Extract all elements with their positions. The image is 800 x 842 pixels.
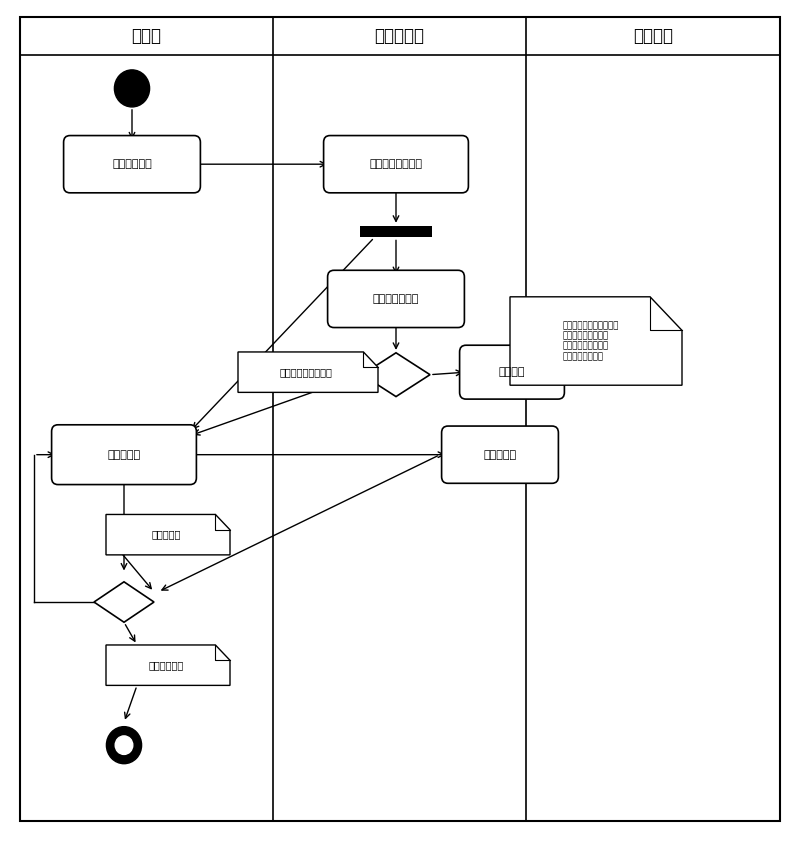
Polygon shape — [94, 582, 154, 622]
Text: 发送读取请求: 发送读取请求 — [112, 159, 152, 169]
Text: 数据移动: 数据移动 — [498, 367, 526, 377]
Circle shape — [115, 736, 133, 754]
Bar — [360, 226, 432, 237]
Text: 请求数据块: 请求数据块 — [107, 450, 141, 460]
Polygon shape — [362, 353, 430, 397]
Polygon shape — [106, 514, 230, 555]
Circle shape — [114, 70, 150, 107]
FancyBboxPatch shape — [64, 136, 200, 193]
FancyBboxPatch shape — [323, 136, 468, 193]
Text: 增加资源计数器: 增加资源计数器 — [373, 294, 419, 304]
Text: 说明此数据为热门数据，
需要移动到距应用者
最接近的存储节点，
以便下次快速读取: 说明此数据为热门数据， 需要移动到距应用者 最接近的存储节点， 以便下次快速读取 — [563, 321, 619, 361]
Text: 如果计数器达到阈値: 如果计数器达到阈値 — [279, 367, 332, 377]
Text: 未读取完毕: 未读取完毕 — [151, 530, 181, 540]
Text: 数据读取完毕: 数据读取完毕 — [148, 660, 183, 670]
Text: 客户端: 客户端 — [131, 27, 162, 45]
Polygon shape — [106, 645, 230, 685]
FancyBboxPatch shape — [459, 345, 565, 399]
Text: 返回数据块: 返回数据块 — [483, 450, 517, 460]
FancyBboxPatch shape — [328, 270, 464, 328]
Polygon shape — [238, 352, 378, 392]
Text: 中心服务器: 中心服务器 — [374, 27, 425, 45]
FancyBboxPatch shape — [51, 424, 197, 485]
Circle shape — [106, 727, 142, 764]
FancyBboxPatch shape — [442, 426, 558, 483]
Text: 存储节点: 存储节点 — [633, 27, 673, 45]
Text: 返回存储节点地址: 返回存储节点地址 — [370, 159, 422, 169]
Polygon shape — [510, 297, 682, 386]
